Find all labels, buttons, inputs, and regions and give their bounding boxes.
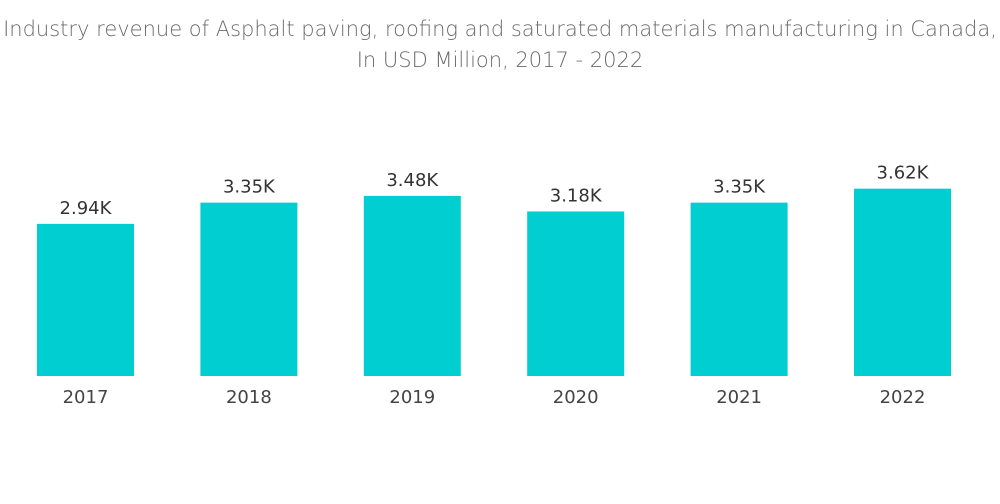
x-tick-label: 2021 [716, 387, 762, 408]
data-label: 3.48K [386, 170, 439, 191]
data-label: 3.35K [713, 177, 766, 198]
data-label: 3.35K [223, 177, 276, 198]
data-label: 3.62K [877, 163, 930, 184]
data-label: 3.18K [550, 185, 603, 206]
x-tick-label: 2019 [389, 387, 435, 408]
x-tick-label: 2017 [63, 387, 109, 408]
bar-2022 [854, 188, 951, 376]
data-label: 2.94K [60, 198, 113, 219]
x-tick-label: 2020 [553, 387, 599, 408]
bar-2021 [690, 202, 788, 376]
bar-2020 [527, 211, 625, 376]
bar-2018 [200, 202, 298, 376]
x-tick-label: 2018 [226, 387, 272, 408]
bar-2017 [37, 223, 134, 376]
chart-title: Industry revenue of Asphalt paving, roof… [3, 17, 997, 72]
bar-2019 [363, 195, 461, 376]
x-tick-label: 2022 [880, 387, 926, 408]
